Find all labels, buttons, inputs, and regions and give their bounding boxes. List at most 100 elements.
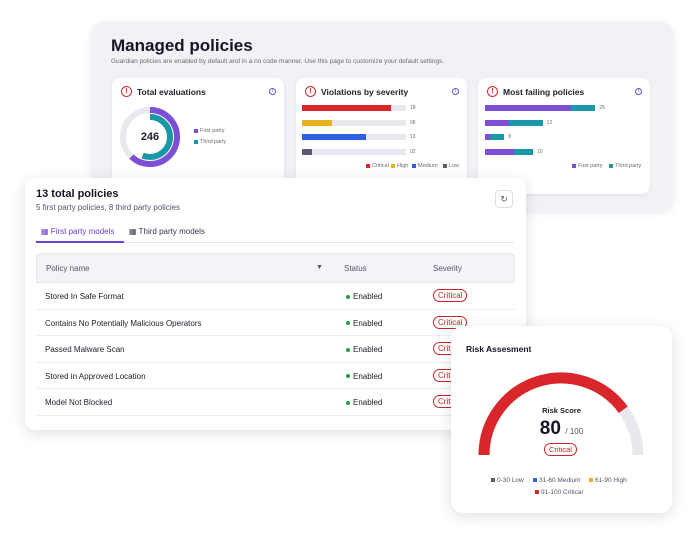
legend-label: Third party [615, 163, 642, 169]
most-failing-card: ! Most failing policies i First party Th… [478, 78, 650, 194]
legend-swatch [443, 163, 447, 168]
legend-label: Critical [372, 163, 389, 169]
legend-first-party: First party [572, 163, 602, 169]
bar-value: 06 [410, 119, 416, 126]
bar-value: 8 [508, 134, 511, 140]
policy-status: Enabled [346, 372, 382, 381]
tab-divider [36, 242, 514, 243]
first-party-bar [485, 119, 509, 126]
risk-score: 80 / 100 [451, 418, 672, 440]
tab-first-party[interactable]: ▦ First party models [41, 227, 114, 236]
donut-third-party [127, 114, 173, 160]
bar-value: 18 [410, 105, 416, 111]
alert-icon: ! [487, 86, 498, 97]
legend-low: Low [443, 163, 459, 169]
status-text: Enabled [353, 318, 383, 328]
policy-name: Stored In Safe Format [45, 292, 124, 301]
legend-low: 0-30 Low [491, 477, 524, 484]
legend-swatch [366, 163, 370, 168]
legend-critical: 91-100 Critical [535, 489, 583, 496]
third-party-bar [489, 134, 505, 140]
third-party-bar [513, 148, 533, 155]
legend-swatch [391, 163, 395, 168]
first-party-bar [485, 105, 572, 111]
policy-name: Contains No Potentially Malicious Operat… [45, 318, 202, 328]
legend-third-party: Third party [609, 163, 641, 169]
active-tab-indicator [36, 241, 124, 243]
info-icon[interactable]: i [635, 88, 642, 95]
status-dot [346, 294, 350, 299]
policy-name: Model Not Blocked [45, 398, 113, 407]
gauge-fill [478, 372, 628, 456]
bar-value: 10 [537, 148, 543, 155]
column-policy-name[interactable]: Policy name [46, 264, 90, 273]
third-party-bar [509, 119, 543, 126]
status-dot [346, 400, 350, 405]
alert-icon: ! [121, 86, 132, 97]
legend-label: Medium [418, 163, 438, 169]
risk-assessment-card: Risk Assesment Risk Score 80 / 100 Criti… [451, 326, 672, 513]
table-row[interactable]: Model Not BlockedEnabledCritical [36, 389, 515, 416]
table-header: Policy name ▼ Status Severity [36, 253, 515, 283]
total-evaluations-value: 246 [140, 131, 160, 143]
risk-title: Risk Assesment [466, 344, 532, 354]
legend-label: Low [449, 163, 460, 169]
legend-swatch [412, 163, 416, 168]
table-row[interactable]: Passed Malware ScanEnabledCritical [36, 336, 515, 363]
legend-label: High [397, 163, 409, 169]
risk-score-max: / 100 [565, 427, 584, 436]
policies-subtitle: 5 first party policies, 8 third party po… [36, 203, 181, 212]
legend-swatch [589, 478, 593, 483]
managed-policies-title: Managed policies [111, 36, 253, 55]
status-dot [346, 321, 350, 326]
severity-badge: Critical [433, 315, 468, 329]
table-row[interactable]: Stored in Approved LocationEnabledCritic… [36, 363, 515, 389]
most-failing-title: Most failing policies [503, 87, 585, 97]
tab-third-party[interactable]: ▦ Third party models [129, 227, 205, 236]
evaluations-donut [120, 107, 180, 167]
table-row[interactable]: Stored In Safe Format Enabled Critical [36, 283, 515, 310]
table-row[interactable]: Contains No Potentially Malicious Operat… [36, 310, 515, 336]
tab-label: Third party models [138, 227, 205, 236]
donut-first-party [120, 107, 180, 167]
info-icon[interactable]: i [452, 88, 459, 95]
alert-icon: ! [305, 86, 316, 97]
legend-swatch [572, 163, 576, 168]
legend-label: 61-90 High [595, 477, 627, 484]
refresh-icon: ↻ [500, 194, 508, 204]
bar-value: 12 [546, 119, 553, 126]
refresh-button[interactable]: ↻ [495, 190, 513, 208]
violation-bar [302, 148, 312, 155]
status-dot [346, 347, 350, 352]
legend-swatch [194, 139, 198, 144]
grid-icon: ▦ [41, 227, 49, 236]
column-severity: Severity [433, 264, 462, 273]
bar-track [302, 148, 406, 155]
managed-policies-subtitle: Guardian policies are enabled by default… [111, 58, 445, 65]
legend-high: 61-90 High [589, 477, 627, 484]
policy-status: Enabled [346, 398, 382, 407]
status-text: Enabled [353, 292, 383, 301]
legend-swatch [533, 478, 537, 483]
policies-card: 13 total policies 5 first party policies… [25, 178, 526, 430]
status-dot [346, 374, 350, 379]
total-evaluations-title: Total evaluations [137, 87, 206, 97]
policy-name: Stored in Approved Location [45, 371, 146, 381]
first-party-bar [485, 148, 514, 155]
status-text: Enabled [353, 371, 383, 381]
legend-swatch [491, 478, 495, 483]
legend-swatch [609, 163, 613, 168]
first-party-bar [485, 134, 490, 140]
legend-label: First party [200, 128, 225, 134]
sort-chevron-icon[interactable]: ▼ [316, 264, 323, 271]
risk-score-value: 80 [539, 418, 561, 439]
legend-medium: Medium [412, 163, 438, 169]
total-evaluations-card: ! Total evaluations i 246 First party Th… [112, 78, 284, 194]
legend-critical: Critical [366, 163, 389, 169]
legend-swatch [535, 490, 539, 495]
status-text: Enabled [353, 345, 383, 354]
legend-medium: 31-60 Medium [533, 477, 581, 484]
status-text: Enabled [353, 398, 383, 407]
info-icon[interactable]: i [269, 88, 276, 95]
policies-title: 13 total policies [36, 188, 119, 200]
